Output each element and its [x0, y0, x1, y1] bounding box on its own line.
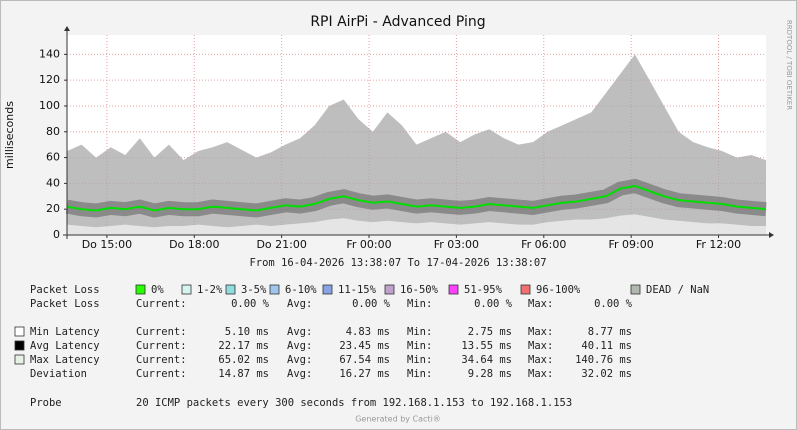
- footer: Generated by Cacti®: [355, 415, 441, 424]
- loss-legend-item: 3-5%: [241, 284, 267, 296]
- smoke-area: [67, 214, 766, 235]
- stat-value: 23.45 ms: [339, 340, 390, 352]
- stat-label: Current:: [136, 354, 187, 366]
- series-name: Avg Latency: [30, 340, 100, 352]
- stat-label: Max:: [528, 354, 553, 366]
- series-swatch: [14, 326, 25, 337]
- loss-legend-item: 0%: [151, 284, 164, 296]
- stat-name: Packet Loss: [30, 298, 100, 310]
- stat-value: 2.75 ms: [468, 326, 512, 338]
- x-arrow: [769, 232, 774, 238]
- legend: Packet Loss 0% 1-2% 3-5% 6-10% 11-15% 16-50% 51…: [14, 284, 709, 409]
- stat-value: 4.83 ms: [346, 326, 390, 338]
- x-tick-label: Fr 06:00: [521, 238, 566, 251]
- avg-line: [66, 184, 767, 212]
- stat-value: 0.00 %: [352, 298, 391, 310]
- stat-value: 14.87 ms: [218, 368, 269, 380]
- stat-label: Max:: [528, 368, 553, 380]
- stat-value: 22.17 ms: [218, 340, 269, 352]
- loss-legend-item: 16-50%: [400, 284, 439, 296]
- stat-label: Min:: [407, 298, 432, 310]
- stat-value: 67.54 ms: [339, 354, 390, 366]
- stat-label: Avg:: [287, 368, 312, 380]
- stat-value: 65.02 ms: [218, 354, 269, 366]
- y-tick-label: 20: [46, 202, 60, 215]
- stat-label: Max:: [528, 340, 553, 352]
- stat-value: 140.76 ms: [575, 354, 632, 366]
- series-name: Max Latency: [30, 354, 100, 366]
- y-tick-label: 120: [39, 73, 60, 86]
- stat-value: 34.64 ms: [461, 354, 512, 366]
- stat-value: 40.11 ms: [581, 340, 632, 352]
- loss-swatch: [181, 284, 192, 295]
- loss-legend-item: 96-100%: [536, 284, 581, 296]
- stat-label: Min:: [407, 354, 432, 366]
- loss-swatch: [269, 284, 280, 295]
- stat-value: 8.77 ms: [588, 326, 632, 338]
- y-tick-label: 80: [46, 125, 60, 138]
- stat-value: 0.00 %: [594, 298, 633, 310]
- y-tick-label: 40: [46, 176, 60, 189]
- x-tick-label: Do 18:00: [169, 238, 219, 251]
- y-tick-label: 60: [46, 151, 60, 164]
- stat-name: Deviation: [30, 368, 87, 380]
- stat-label: Current:: [136, 326, 187, 338]
- chart-title: RPI AirPi - Advanced Ping: [310, 14, 485, 30]
- stat-label: Current:: [136, 298, 187, 310]
- smoke-area: [67, 54, 766, 235]
- probe-label: Probe: [30, 397, 62, 409]
- stat-value: 13.55 ms: [461, 340, 512, 352]
- x-tick-label: Do 21:00: [256, 238, 306, 251]
- stat-value: 16.27 ms: [339, 368, 390, 380]
- loss-swatch: [135, 284, 146, 295]
- loss-legend-item: 11-15%: [338, 284, 377, 296]
- y-tick-label: 100: [39, 99, 60, 112]
- side-label: RRDTOOL / TOBI OETIKER: [785, 20, 793, 110]
- stat-label: Max:: [528, 326, 553, 338]
- loss-legend-item: 6-10%: [285, 284, 317, 296]
- x-tick-label: Fr 09:00: [609, 238, 654, 251]
- loss-swatch: [322, 284, 333, 295]
- loss-swatch: [630, 284, 641, 295]
- stat-label: Avg:: [287, 326, 312, 338]
- series-swatch: [14, 340, 25, 351]
- stat-value: 32.02 ms: [581, 368, 632, 380]
- x-tick-label: Fr 03:00: [434, 238, 479, 251]
- stat-label: Max:: [528, 298, 553, 310]
- period: From 16-04-2026 13:38:07 To 17-04-2026 1…: [249, 257, 546, 269]
- loss-swatch: [225, 284, 236, 295]
- stat-label: Avg:: [287, 298, 312, 310]
- loss-swatch: [448, 284, 459, 295]
- stat-label: Avg:: [287, 354, 312, 366]
- x-tick-label: Fr 12:00: [696, 238, 741, 251]
- x-tick-label: Fr 00:00: [346, 238, 391, 251]
- stat-value: 5.10 ms: [225, 326, 269, 338]
- x-tick-label: Do 15:00: [82, 238, 132, 251]
- probe-text: 20 ICMP packets every 300 seconds from 1…: [136, 397, 572, 409]
- stat-value: 0.00 %: [231, 298, 270, 310]
- stat-label: Current:: [136, 368, 187, 380]
- stat-label: Min:: [407, 326, 432, 338]
- loss-legend-item: 1-2%: [197, 284, 223, 296]
- y-axis-label: milliseconds: [3, 101, 16, 169]
- loss-legend-label: Packet Loss: [30, 284, 100, 296]
- series-swatch: [14, 354, 25, 365]
- stat-value: 9.28 ms: [468, 368, 512, 380]
- stat-label: Current:: [136, 340, 187, 352]
- loss-legend-item: DEAD / NaN: [646, 284, 709, 296]
- stat-label: Avg:: [287, 340, 312, 352]
- stat-label: Min:: [407, 340, 432, 352]
- y-tick-label: 0: [53, 228, 60, 241]
- loss-swatch: [520, 284, 531, 295]
- stat-label: Min:: [407, 368, 432, 380]
- loss-swatch: [384, 284, 395, 295]
- plot: [65, 35, 767, 236]
- series-name: Min Latency: [30, 326, 100, 338]
- loss-legend-item: 51-95%: [464, 284, 503, 296]
- y-arrow: [64, 26, 70, 31]
- y-tick-label: 140: [39, 47, 60, 60]
- stat-value: 0.00 %: [474, 298, 513, 310]
